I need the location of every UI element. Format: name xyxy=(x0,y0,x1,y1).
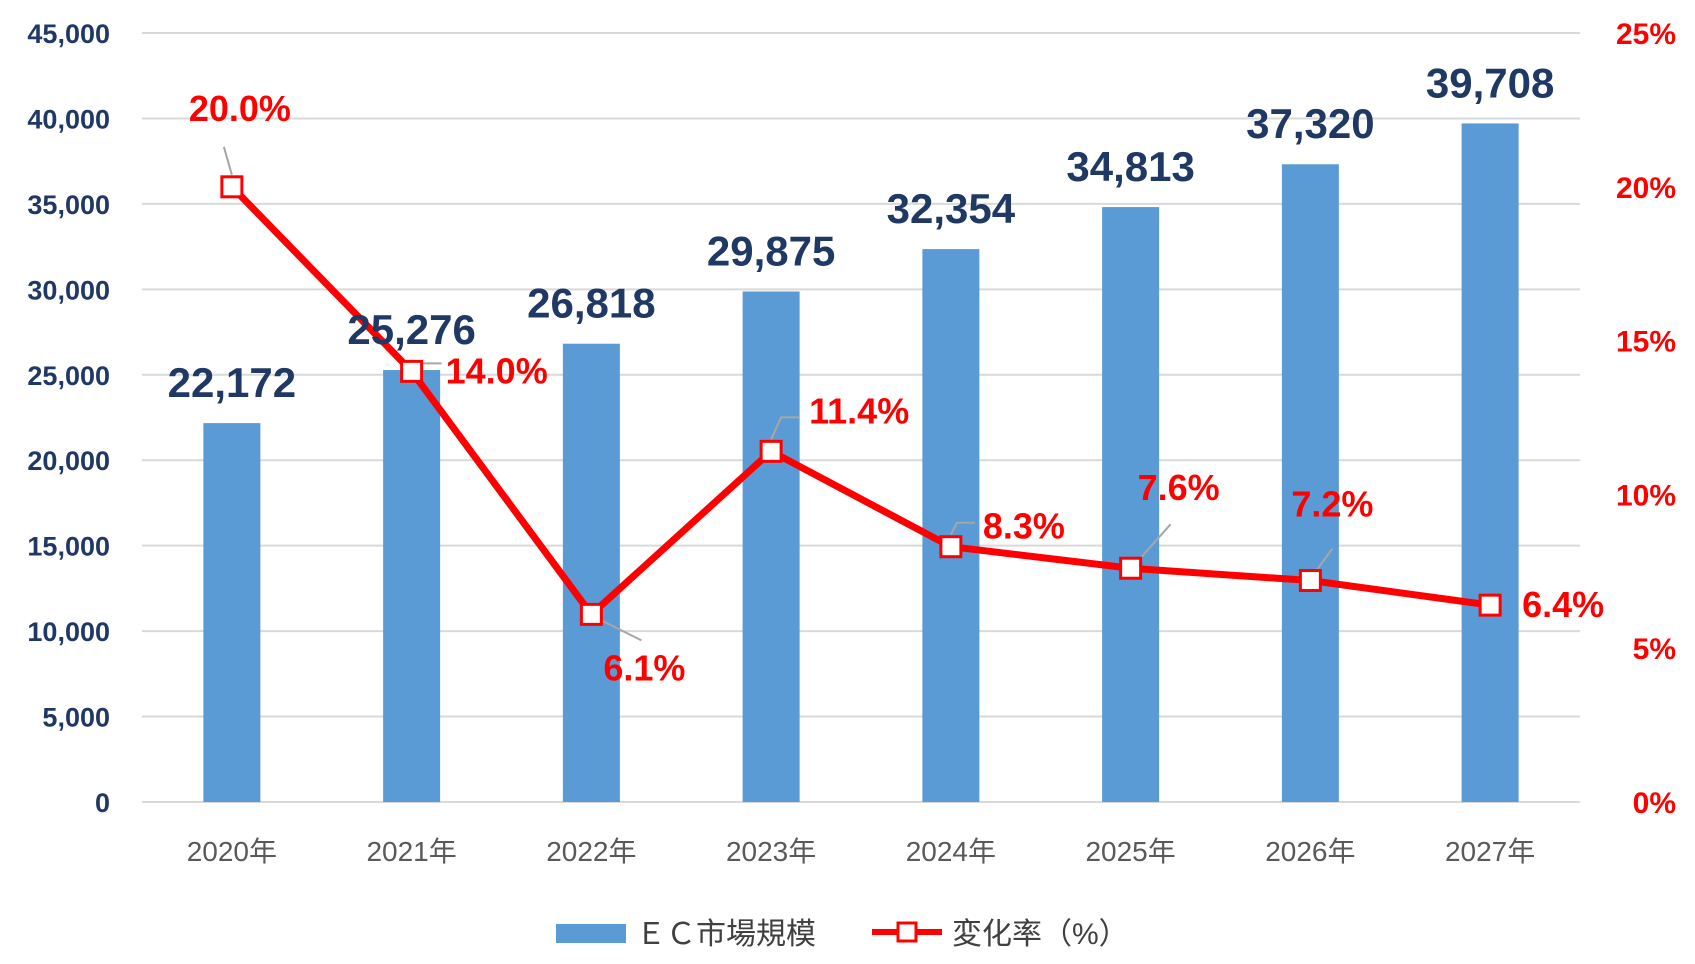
rate-value-label: 8.3% xyxy=(983,506,1065,547)
legend: ＥＣ市場規模 変化率（%） xyxy=(556,918,1129,951)
right-axis-ticks: 0% 5% 10% 15% 20% 25% xyxy=(1616,18,1676,820)
rate-marker xyxy=(579,602,603,626)
rate-marker xyxy=(1298,569,1322,593)
legend-bar-swatch xyxy=(556,924,626,943)
rate-marker xyxy=(759,439,783,463)
legend-bar-label: ＥＣ市場規模 xyxy=(636,918,816,951)
bar-value-label: 39,708 xyxy=(1426,59,1554,106)
bar xyxy=(383,370,441,802)
right-tick-label: 20% xyxy=(1616,172,1676,205)
rate-marker xyxy=(400,359,424,383)
bar xyxy=(1461,123,1519,803)
bar-value-label: 29,875 xyxy=(707,227,835,274)
bar xyxy=(1102,207,1160,802)
left-tick-label: 10,000 xyxy=(27,617,110,647)
leader-line xyxy=(1137,523,1172,561)
left-tick-label: 40,000 xyxy=(27,104,110,134)
rate-value-label: 7.6% xyxy=(1138,467,1220,508)
gridlines xyxy=(142,32,1580,803)
x-tick-label: 2021年 xyxy=(366,836,456,867)
bar-value-label: 32,354 xyxy=(887,185,1016,232)
bar xyxy=(562,343,620,802)
x-tick-label: 2020年 xyxy=(187,836,277,867)
leader-line xyxy=(1315,547,1334,572)
leader-line xyxy=(770,416,800,440)
bar xyxy=(1281,164,1339,802)
leader-line xyxy=(600,619,642,642)
left-tick-label: 20,000 xyxy=(27,446,110,476)
bar xyxy=(742,291,800,802)
bar-value-label: 26,818 xyxy=(527,280,655,327)
right-tick-label: 0% xyxy=(1633,787,1676,820)
bar-data-labels: 22,172 25,276 26,818 29,875 32,354 34,813 37,3… xyxy=(168,59,1555,406)
x-tick-label: 2024年 xyxy=(906,836,996,867)
label-leader-lines xyxy=(222,146,1334,642)
bar xyxy=(203,423,261,802)
rate-value-label: 6.4% xyxy=(1522,584,1604,625)
left-tick-label: 5,000 xyxy=(42,703,110,733)
bar-series xyxy=(203,123,1519,803)
rate-marker xyxy=(1119,556,1143,580)
right-tick-label: 25% xyxy=(1616,18,1676,51)
rate-line xyxy=(229,184,1491,618)
left-tick-label: 30,000 xyxy=(27,275,110,305)
left-tick-label: 45,000 xyxy=(27,19,110,49)
rate-value-label: 7.2% xyxy=(1291,484,1373,525)
x-axis-ticks: 2020年 2021年 2022年 2023年 2024年 2025年 2026年 2027年 xyxy=(187,836,1536,867)
leader-line xyxy=(222,146,233,176)
x-tick-label: 2023年 xyxy=(726,836,816,867)
legend-line-label: 変化率（%） xyxy=(952,918,1129,951)
right-tick-label: 15% xyxy=(1616,326,1676,359)
x-tick-label: 2026年 xyxy=(1265,836,1355,867)
left-tick-label: 15,000 xyxy=(27,532,110,562)
left-tick-label: 35,000 xyxy=(27,190,110,220)
x-tick-label: 2027年 xyxy=(1445,836,1535,867)
rate-value-label: 14.0% xyxy=(446,350,548,391)
x-tick-label: 2022年 xyxy=(546,836,636,867)
legend-line-marker xyxy=(896,921,918,943)
left-tick-label: 25,000 xyxy=(27,361,110,391)
bar-value-label: 25,276 xyxy=(347,306,475,353)
bar-value-label: 37,320 xyxy=(1246,100,1374,147)
rate-marker xyxy=(1478,593,1502,617)
rate-marker xyxy=(939,535,963,559)
x-tick-label: 2025年 xyxy=(1085,836,1175,867)
rate-marker xyxy=(220,175,244,199)
left-axis-ticks: 0 5,000 10,000 15,000 20,000 25,000 30,000 35,0… xyxy=(27,19,110,818)
left-tick-label: 0 xyxy=(95,788,110,818)
right-tick-label: 10% xyxy=(1616,479,1676,512)
leader-line xyxy=(949,521,975,536)
bar xyxy=(922,249,980,803)
line-series xyxy=(220,175,1502,626)
bar-value-label: 34,813 xyxy=(1066,143,1194,190)
bar-value-label: 22,172 xyxy=(168,359,296,406)
rate-value-label: 11.4% xyxy=(809,390,909,431)
rate-data-labels: 20.0% 14.0% 6.1% 11.4% 8.3% 7.6% 7.2% 6.4% xyxy=(189,88,1604,689)
right-tick-label: 5% xyxy=(1633,633,1676,666)
rate-value-label: 6.1% xyxy=(603,647,685,688)
rate-value-label: 20.0% xyxy=(189,88,291,129)
